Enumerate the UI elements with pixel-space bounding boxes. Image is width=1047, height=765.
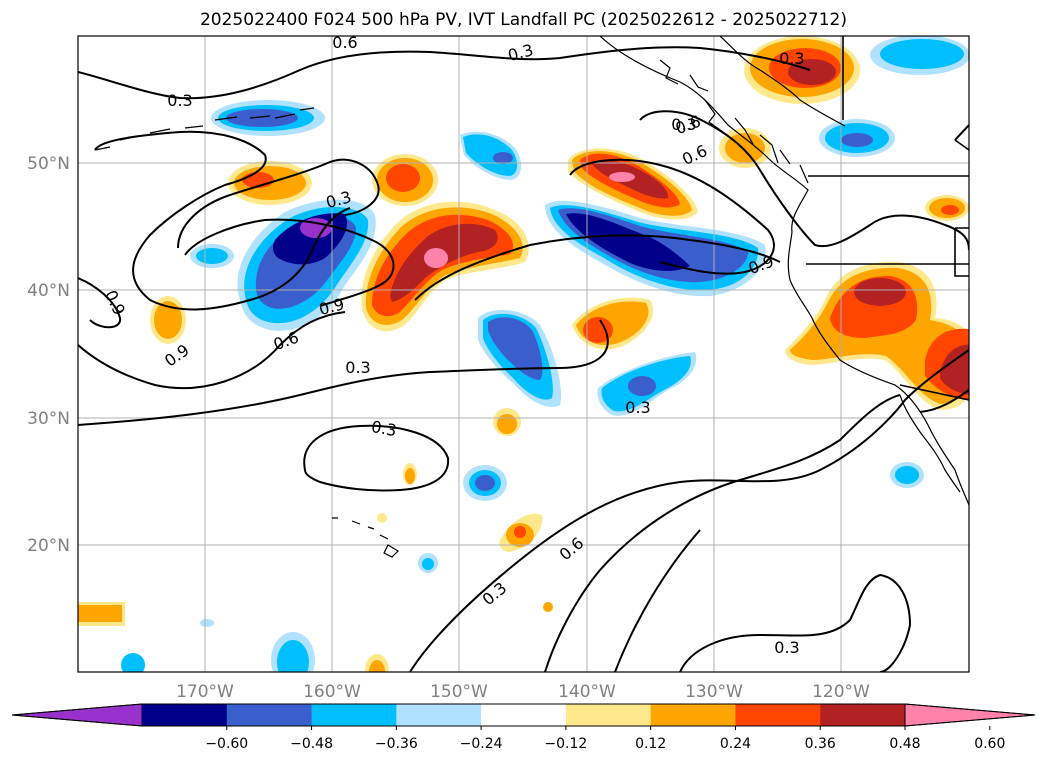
map-title: 2025022400 F024 500 hPa PV, IVT Landfall… <box>199 10 847 30</box>
colorbar-tick-label: −0.60 <box>205 736 248 752</box>
contour-06-south <box>544 394 901 672</box>
colorbar: −0.60 −0.48 −0.36 −0.24 −0.12 0.12 0.24 0.36 0.4… <box>11 703 1036 752</box>
colorbar-swatch <box>142 704 228 726</box>
latitude-labels: 50°N 40°N 30°N 20°N <box>27 154 70 556</box>
colorbar-tick-label: −0.12 <box>544 736 587 752</box>
longitude-labels: 170°W 160°W 150°W 140°W 130°W 120°W <box>176 682 870 702</box>
contour-label: 0.6 <box>332 33 357 52</box>
colorbar-tick-label: 0.12 <box>635 736 666 752</box>
blob-california-positive <box>785 261 969 410</box>
contour-06-upper <box>177 158 380 249</box>
contour-06-west <box>78 311 346 389</box>
pv-contours <box>78 46 969 672</box>
colorbar-tick-label: 0.60 <box>974 736 1005 752</box>
colorbar-tick-label: 0.36 <box>805 736 836 752</box>
north-america-coast <box>599 36 969 506</box>
blob-sw-negative <box>478 309 562 408</box>
baja-gulf <box>899 394 961 493</box>
colorbar-extend-max <box>904 703 1036 727</box>
blob-misc-positive <box>78 296 654 672</box>
colorbar-tick-label: −0.48 <box>290 736 333 752</box>
blob-misc-negative <box>121 36 969 672</box>
lat-label: 20°N <box>27 536 70 556</box>
lat-label: 30°N <box>27 409 70 429</box>
lon-label: 170°W <box>176 682 234 702</box>
contour-03-upper <box>94 130 351 311</box>
colorbar-swatch <box>311 704 397 726</box>
contour-03-subtropic <box>303 424 450 492</box>
contour-label: 0.3 <box>774 638 799 657</box>
contour-03-north <box>78 46 811 100</box>
alaska-panhandle <box>719 36 846 127</box>
blob-central-positive <box>361 201 529 332</box>
colorbar-swatch <box>481 704 567 726</box>
lon-label: 150°W <box>430 682 488 702</box>
blob-gulf-alaska-positive <box>568 148 698 220</box>
contour-09-east <box>414 234 781 301</box>
colorbar-swatch <box>396 704 482 726</box>
contour-09-left <box>78 277 122 329</box>
colorbar-tick-label: −0.36 <box>375 736 418 752</box>
contour-label: 0.3 <box>671 115 696 134</box>
coastlines <box>94 36 969 558</box>
contour-label: 0.3 <box>370 417 398 440</box>
colorbar-swatch <box>650 704 736 726</box>
lat-label: 50°N <box>27 154 70 174</box>
contour-03-trough <box>614 529 701 672</box>
hawaii-islands <box>332 517 399 558</box>
lon-label: 120°W <box>812 682 870 702</box>
contour-label: 0.3 <box>625 398 650 417</box>
map-frame <box>77 35 970 673</box>
colorbar-frame <box>11 703 1036 727</box>
colorbar-tick-label: −0.24 <box>460 736 503 752</box>
graticule <box>78 36 969 672</box>
colorbar-tick-label: 0.24 <box>720 736 751 752</box>
colorbar-tick-label: 0.48 <box>889 736 920 752</box>
bc-islands <box>659 59 809 184</box>
contour-03-south <box>409 349 969 672</box>
contour-03-se <box>679 573 912 672</box>
contour-03-main <box>78 319 609 426</box>
contour-nw-right <box>954 124 969 141</box>
lon-label: 130°W <box>685 682 743 702</box>
colorbar-swatch <box>565 704 652 726</box>
colorbar-swatch <box>820 704 906 726</box>
contour-label: 0.3 <box>345 358 370 377</box>
contour-09-loop <box>569 158 775 275</box>
border-state-box <box>954 227 969 277</box>
contour-09-mid <box>184 218 395 307</box>
colorbar-swatch <box>735 704 821 726</box>
blob-w-aleutian <box>211 100 325 136</box>
lon-label: 140°W <box>558 682 616 702</box>
colorbar-extend-min <box>11 703 143 727</box>
contour-06-ne <box>639 110 969 251</box>
contour-label: 0.3 <box>167 91 192 110</box>
contour-east-coast <box>919 389 969 413</box>
contour-label: 0.3 <box>779 49 804 68</box>
lon-label: 160°W <box>303 682 361 702</box>
lat-label: 40°N <box>27 281 70 301</box>
colorbar-swatch <box>226 704 313 726</box>
